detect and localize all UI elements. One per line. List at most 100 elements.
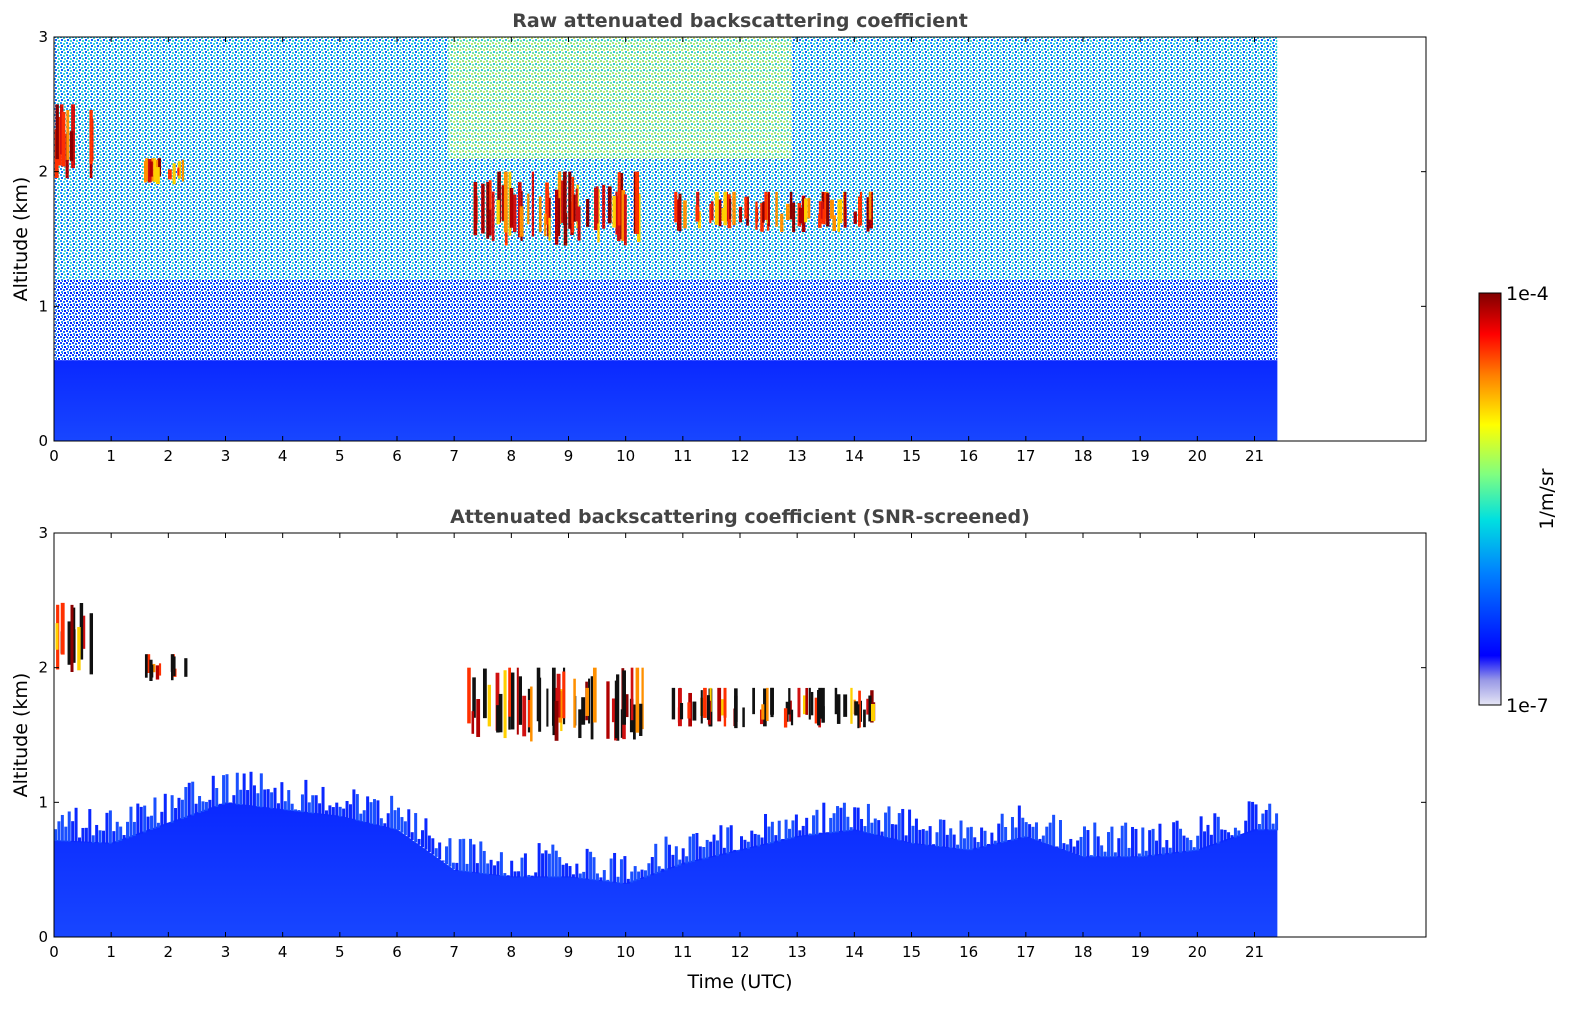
boundary-layer-fringe	[462, 838, 466, 872]
boundary-layer-fringe	[105, 812, 109, 844]
boundary-layer-fringe	[870, 822, 874, 835]
boundary-layer-fringe	[589, 851, 593, 880]
cloud-streak	[760, 203, 764, 232]
cloud-streak	[495, 672, 500, 731]
cloud-streak	[611, 698, 616, 723]
cloud-streak	[786, 203, 790, 220]
boundary-layer-fringe	[1103, 851, 1107, 858]
x-tick-label: 13	[788, 943, 807, 961]
cloud-streak	[870, 703, 875, 722]
boundary-layer-fringe	[479, 841, 483, 874]
boundary-layer-fringe	[544, 850, 548, 878]
cloud-streak	[830, 199, 834, 219]
cloud-streak	[802, 695, 806, 715]
boundary-layer-fringe	[1247, 801, 1251, 833]
boundary-layer-fringe	[1069, 838, 1073, 853]
boundary-layer-fringe	[1079, 836, 1083, 856]
boundary-layer-fringe	[198, 796, 202, 814]
boundary-layer-fringe	[1004, 827, 1008, 843]
noise-lower	[54, 279, 1278, 361]
boundary-layer-fringe	[163, 793, 167, 826]
boundary-layer-fringe	[1271, 823, 1275, 831]
boundary-layer-fringe	[448, 838, 452, 867]
cloud-streak	[752, 687, 756, 715]
boundary-layer-fringe	[1182, 835, 1186, 853]
boundary-layer-fringe	[108, 810, 112, 844]
x-tick-label: 19	[1131, 943, 1150, 961]
cloud-streak	[552, 691, 556, 736]
boundary-layer-fringe	[1038, 838, 1042, 842]
colorbar-gradient	[1478, 292, 1502, 706]
cloud-streak	[775, 191, 778, 227]
cloud-streak	[710, 201, 714, 221]
cloud-streak	[639, 703, 643, 736]
panel-snr-y-axis: 0 1 2 3	[38, 524, 1426, 946]
boundary-layer-fringe	[962, 838, 966, 850]
cloud-streak	[528, 699, 532, 728]
boundary-layer-fringe	[856, 807, 860, 831]
boundary-layer-fringe	[510, 860, 514, 878]
cloud-streak	[807, 197, 811, 219]
cloud-streak	[717, 687, 722, 722]
x-tick-label: 7	[449, 943, 459, 961]
boundary-layer-fringe	[246, 790, 250, 806]
boundary-layer-fringe	[1055, 846, 1059, 848]
boundary-layer-fringe	[599, 877, 603, 882]
boundary-layer-fringe	[1203, 831, 1207, 849]
cloud-streak	[857, 196, 861, 227]
cloud-streak	[832, 215, 837, 231]
boundary-layer-fringe	[1021, 817, 1025, 839]
panel-snr-plot-area	[53, 532, 1427, 938]
boundary-layer-fringe	[616, 876, 620, 884]
boundary-layer-fringe	[884, 812, 888, 838]
boundary-layer-fringe	[606, 879, 610, 882]
boundary-layer-fringe	[170, 795, 174, 823]
cloud-streak	[633, 704, 636, 740]
x-tick-label: 18	[1073, 447, 1092, 465]
cloud-streak	[577, 206, 581, 241]
colorbar-max-label: 1e-4	[1506, 283, 1549, 305]
x-tick-label: 13	[788, 447, 807, 465]
x-tick-label: 1	[106, 447, 116, 465]
panel-snr-x-axis: 0 1 2 3 4 5 6 7 8 9 10 11 12 13 14 15 16 17 18 19 20 21	[49, 533, 1264, 961]
boundary-layer-fringe	[956, 844, 960, 849]
boundary-layer-fringe	[671, 854, 675, 868]
boundary-layer-fringe	[935, 832, 939, 847]
cloud-streak	[58, 116, 62, 166]
boundary-layer-fringe	[1113, 852, 1117, 858]
boundary-layer-fringe	[1107, 832, 1111, 858]
boundary-layer-fringe	[160, 811, 164, 827]
boundary-layer-fringe	[1261, 813, 1265, 831]
boundary-layer-fringe	[263, 789, 267, 808]
panel-snr: Attenuated backscattering coefficient (S…	[10, 506, 1427, 993]
boundary-layer-fringe	[842, 802, 846, 832]
boundary-layer-fringe	[530, 875, 534, 878]
boundary-layer-fringe	[266, 789, 270, 809]
boundary-layer-fringe	[119, 826, 123, 841]
boundary-layer-fringe	[781, 838, 785, 841]
cloud-streak	[71, 629, 76, 663]
cloud-streak	[764, 191, 768, 220]
cloud-streak	[804, 198, 808, 223]
cloud-streak	[557, 198, 561, 237]
boundary-layer-fringe	[643, 870, 647, 878]
cloud-streak	[149, 659, 153, 681]
cloud-streak	[635, 667, 640, 733]
x-tick-label: 11	[673, 447, 692, 465]
cloud-streak	[172, 163, 176, 185]
boundary-layer-fringe	[414, 813, 418, 843]
panel-snr-xlabel: Time (UTC)	[686, 971, 792, 993]
boundary-layer-fringe	[753, 833, 757, 848]
boundary-layer-fringe	[578, 873, 582, 879]
x-tick-label: 19	[1131, 447, 1150, 465]
boundary-layer-fringe	[980, 827, 984, 848]
boundary-layer-fringe	[493, 865, 497, 876]
boundary-layer-fringe	[215, 788, 219, 807]
cloud-streak	[181, 159, 185, 182]
cloud-streak	[853, 211, 857, 224]
y-tick-label: 1	[38, 793, 48, 811]
boundary-layer-fringe	[338, 806, 342, 817]
cloud-streak	[69, 131, 74, 161]
boundary-layer-fringe	[352, 789, 356, 820]
